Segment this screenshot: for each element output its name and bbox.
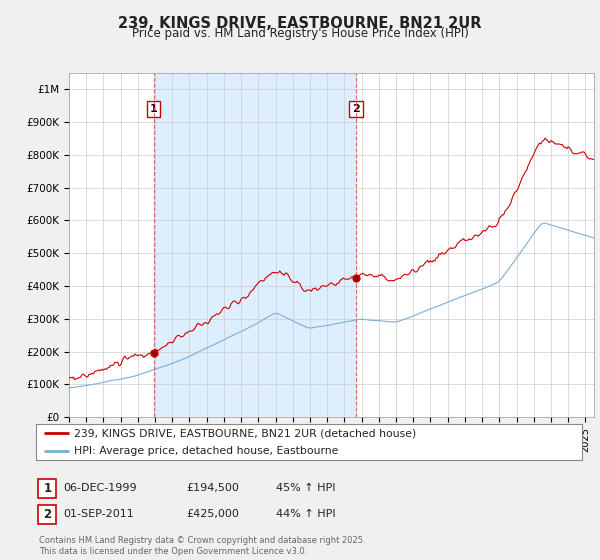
Text: Contains HM Land Registry data © Crown copyright and database right 2025.
This d: Contains HM Land Registry data © Crown c…	[39, 536, 365, 556]
Text: £194,500: £194,500	[186, 483, 239, 493]
Text: Price paid vs. HM Land Registry's House Price Index (HPI): Price paid vs. HM Land Registry's House …	[131, 27, 469, 40]
Text: HPI: Average price, detached house, Eastbourne: HPI: Average price, detached house, East…	[74, 446, 338, 456]
Text: 44% ↑ HPI: 44% ↑ HPI	[276, 509, 335, 519]
Text: 2: 2	[43, 507, 52, 521]
Text: 45% ↑ HPI: 45% ↑ HPI	[276, 483, 335, 493]
Text: 01-SEP-2011: 01-SEP-2011	[63, 509, 134, 519]
Bar	[154, 73, 356, 417]
Text: 1: 1	[43, 482, 52, 495]
Text: 1: 1	[150, 104, 158, 114]
Text: 239, KINGS DRIVE, EASTBOURNE, BN21 2UR: 239, KINGS DRIVE, EASTBOURNE, BN21 2UR	[118, 16, 482, 31]
Text: 239, KINGS DRIVE, EASTBOURNE, BN21 2UR (detached house): 239, KINGS DRIVE, EASTBOURNE, BN21 2UR (…	[74, 428, 416, 438]
Text: 06-DEC-1999: 06-DEC-1999	[63, 483, 137, 493]
Text: 2: 2	[352, 104, 360, 114]
Text: £425,000: £425,000	[186, 509, 239, 519]
